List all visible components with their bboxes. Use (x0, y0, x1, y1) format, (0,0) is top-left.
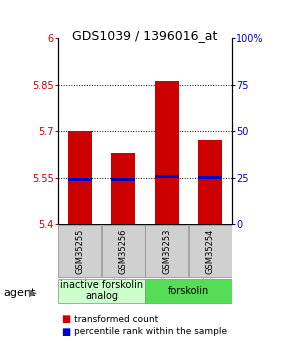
Text: ■: ■ (61, 314, 70, 324)
Bar (59, 225, 101, 277)
Bar (68, 131, 92, 224)
Bar (145, 278, 231, 303)
Bar (68, 178, 92, 181)
Text: GSM35253: GSM35253 (162, 228, 171, 274)
Bar (155, 175, 179, 178)
Bar (189, 225, 231, 277)
Bar (155, 81, 179, 224)
Text: GSM35256: GSM35256 (119, 228, 128, 274)
Text: GDS1039 / 1396016_at: GDS1039 / 1396016_at (72, 29, 218, 42)
Bar (102, 225, 144, 277)
Bar (198, 140, 222, 224)
Bar (198, 176, 222, 179)
Bar (111, 153, 135, 224)
Text: percentile rank within the sample: percentile rank within the sample (74, 327, 227, 336)
Bar (59, 278, 144, 303)
Text: GSM35255: GSM35255 (75, 228, 84, 274)
Text: ▶: ▶ (29, 288, 37, 297)
Text: agent: agent (3, 288, 35, 297)
Text: GSM35254: GSM35254 (206, 228, 215, 274)
Text: transformed count: transformed count (74, 315, 158, 324)
Text: inactive forskolin
analog: inactive forskolin analog (60, 280, 143, 302)
Text: ■: ■ (61, 327, 70, 337)
Text: forskolin: forskolin (168, 286, 209, 296)
Bar (111, 178, 135, 181)
Bar (145, 225, 188, 277)
